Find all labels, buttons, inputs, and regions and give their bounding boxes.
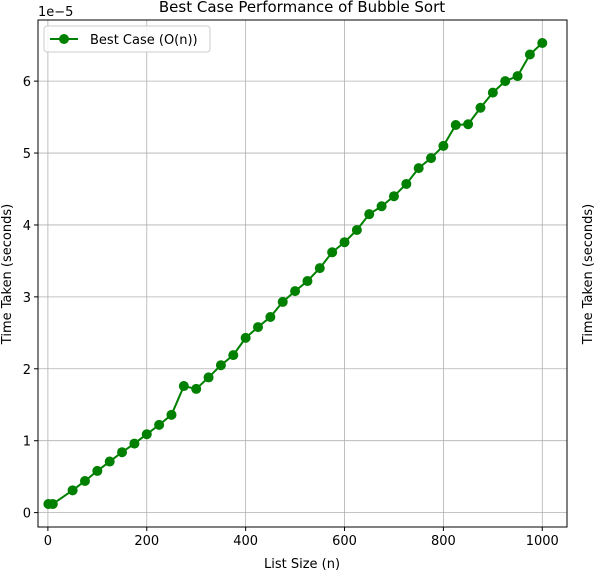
data-point — [79, 475, 90, 486]
chart-title: Best Case Performance of Bubble Sort — [159, 0, 445, 16]
data-point — [302, 276, 313, 287]
legend-label: Best Case (O(n)) — [90, 33, 198, 48]
data-point — [401, 178, 412, 189]
y-tick-label: 4 — [23, 219, 31, 234]
x-tick-label: 0 — [44, 534, 52, 549]
y-axis-ticks: 0 1 2 3 4 5 6 — [23, 75, 38, 522]
data-point — [463, 119, 474, 130]
data-point — [191, 383, 202, 394]
data-point — [178, 381, 189, 392]
data-point — [339, 237, 350, 248]
legend: Best Case (O(n)) — [43, 25, 211, 53]
x-tick-label: 600 — [332, 534, 357, 549]
x-tick-label: 1000 — [526, 534, 559, 549]
data-point — [376, 201, 387, 212]
data-point — [129, 438, 140, 449]
series-line — [48, 42, 543, 505]
data-point — [265, 312, 276, 323]
y-tick-label: 0 — [23, 507, 31, 522]
plot-area-frame — [37, 19, 568, 528]
data-point — [512, 71, 523, 82]
data-point — [500, 76, 511, 87]
y-tick-label: 1 — [23, 435, 31, 450]
y-tick-label: 6 — [23, 75, 31, 90]
data-point — [67, 485, 78, 496]
data-point — [154, 419, 165, 430]
x-tick-label: 800 — [431, 534, 456, 549]
data-point — [364, 209, 375, 220]
x-tick-label: 400 — [233, 534, 258, 549]
y-offset-text: 1e−5 — [38, 5, 73, 20]
data-point — [92, 465, 103, 476]
data-point — [475, 102, 486, 113]
x-tick-label: 200 — [134, 534, 159, 549]
y-tick-label: 3 — [23, 291, 31, 306]
data-point — [426, 153, 437, 164]
x-axis-label: List Size (n) — [264, 557, 340, 570]
data-point — [290, 286, 301, 297]
y-axis-label-right: Time Taken (seconds) — [581, 204, 596, 345]
legend-box — [43, 25, 211, 53]
data-point — [47, 498, 58, 509]
data-point — [388, 191, 399, 202]
data-point — [117, 447, 128, 458]
data-point — [450, 119, 461, 130]
data-point — [438, 140, 449, 151]
data-point — [166, 409, 177, 420]
x-axis-ticks: 0 200 400 600 800 1000 — [44, 527, 559, 549]
data-point — [351, 224, 362, 235]
y-tick-label: 2 — [23, 363, 31, 378]
data-point — [524, 49, 535, 60]
legend-marker — [59, 34, 69, 44]
data-point — [314, 263, 325, 274]
y-tick-label: 5 — [23, 147, 31, 162]
data-point — [215, 360, 226, 371]
data-point — [253, 322, 264, 333]
data-point — [327, 247, 338, 258]
data-point — [413, 163, 424, 174]
data-point — [537, 38, 548, 49]
y-axis-label: Time Taken (seconds) — [0, 204, 15, 345]
series-layer — [43, 38, 548, 509]
data-point — [104, 456, 115, 467]
data-point — [228, 350, 239, 361]
data-point — [203, 372, 214, 383]
data-point — [487, 87, 498, 98]
grid — [38, 20, 567, 527]
data-point — [141, 429, 152, 440]
data-point — [240, 332, 251, 343]
data-point — [277, 296, 288, 307]
